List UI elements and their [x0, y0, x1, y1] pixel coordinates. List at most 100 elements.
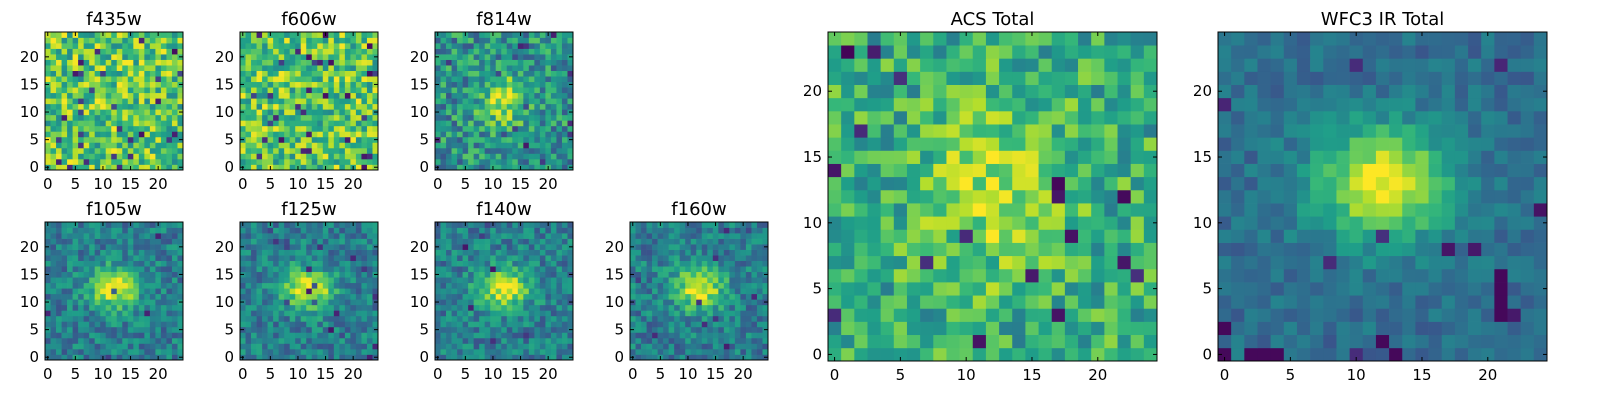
heatmap-cell [56, 142, 62, 149]
heatmap-cell [484, 125, 491, 132]
heatmap-cell [116, 136, 123, 143]
heatmap-cell [306, 114, 313, 121]
heatmap-cell [333, 43, 340, 49]
heatmap-cell [100, 238, 107, 245]
heatmap-cell [166, 222, 173, 228]
heatmap-cell [306, 103, 313, 110]
heatmap-cell [484, 255, 491, 261]
heatmap-cell [561, 125, 568, 132]
heatmap-cell [328, 337, 335, 344]
heatmap-cell [171, 315, 178, 322]
heatmap-cell [501, 81, 508, 88]
heatmap-cell [657, 348, 664, 355]
heatmap-cell [251, 260, 257, 267]
heatmap-cell [144, 81, 151, 88]
heatmap-cell [646, 332, 653, 339]
heatmap-cell [635, 326, 642, 333]
heatmap-cell [635, 332, 642, 339]
heatmap-cell [171, 54, 178, 60]
heatmap-cell [333, 249, 340, 256]
heatmap-cell [50, 87, 57, 94]
heatmap-cell [361, 48, 368, 55]
heatmap-cell [61, 244, 68, 250]
heatmap-cell [462, 125, 469, 132]
heatmap-cell [256, 125, 263, 132]
heatmap-cell [267, 87, 274, 94]
heatmap-cell [550, 227, 557, 234]
heatmap-cell [473, 65, 480, 71]
heatmap-cell [311, 227, 318, 234]
heatmap-cell [545, 54, 552, 60]
heatmap-cell [289, 271, 296, 278]
heatmap-cell [166, 348, 173, 355]
heatmap-cell [83, 326, 90, 333]
heatmap-cell [322, 59, 329, 66]
heatmap-cell [317, 158, 324, 165]
heatmap-cell [479, 227, 486, 234]
heatmap-cell [740, 282, 747, 289]
heatmap-cell [523, 114, 530, 121]
heatmap-cell [1078, 268, 1092, 283]
x-tick-label: 15 [316, 175, 335, 193]
y-tick-label: 5 [419, 321, 429, 339]
heatmap-cell [685, 227, 692, 234]
heatmap-cell [745, 299, 752, 306]
heatmap-cell [745, 222, 752, 228]
heatmap-cell [473, 233, 480, 239]
heatmap-cell [56, 59, 62, 66]
heatmap-cell [72, 321, 79, 328]
heatmap-cell [166, 136, 173, 143]
heatmap-cell [517, 233, 524, 239]
heatmap-cell [920, 216, 934, 230]
heatmap-cell [484, 158, 491, 165]
heatmap-cell [355, 255, 362, 261]
heatmap-cell [251, 222, 257, 228]
heatmap-cell [355, 87, 362, 94]
heatmap-cell [674, 354, 681, 361]
heatmap-cell [745, 293, 752, 300]
heatmap-cell [1091, 334, 1105, 349]
heatmap-cell [528, 164, 535, 171]
heatmap-cell [490, 147, 497, 154]
heatmap-cell [718, 354, 725, 361]
heatmap-cell [251, 310, 257, 317]
heatmap-cell [366, 59, 373, 66]
heatmap-cell [322, 271, 329, 278]
heatmap-cell [328, 54, 335, 60]
heatmap-cell [446, 43, 452, 49]
heatmap-cell [657, 238, 664, 245]
heatmap-cell [89, 147, 96, 154]
heatmap-cell [707, 277, 714, 284]
heatmap-cell [78, 37, 84, 44]
heatmap-cell [133, 109, 140, 116]
heatmap-cell [339, 293, 346, 300]
heatmap-cell [50, 227, 57, 234]
heatmap-cell [317, 76, 324, 83]
heatmap-cell [517, 81, 524, 88]
heatmap-cell [893, 308, 908, 322]
heatmap-cell [528, 227, 535, 234]
heatmap-cell [61, 332, 68, 339]
heatmap-cell [311, 354, 318, 361]
heatmap-cell [501, 271, 508, 278]
heatmap-cell [1051, 242, 1066, 257]
heatmap-cell [506, 343, 513, 350]
heatmap-cell [745, 271, 752, 278]
heatmap-cell [517, 43, 524, 49]
heatmap-cell [267, 59, 274, 66]
heatmap-cell [267, 153, 274, 160]
heatmap-cell [278, 43, 285, 49]
heatmap-cell [300, 136, 307, 143]
heatmap-cell [674, 321, 681, 328]
heatmap-cell [133, 332, 140, 339]
heatmap-cell [116, 125, 123, 132]
heatmap-cell [701, 282, 708, 289]
heatmap-cell [355, 164, 362, 171]
heatmap-cell [1104, 176, 1118, 191]
heatmap-cell [361, 136, 368, 143]
heatmap-cell [278, 299, 285, 306]
heatmap-cell [284, 260, 291, 267]
heatmap-cell [61, 43, 68, 49]
heatmap-cell [267, 158, 274, 165]
heatmap-cell [561, 43, 568, 49]
